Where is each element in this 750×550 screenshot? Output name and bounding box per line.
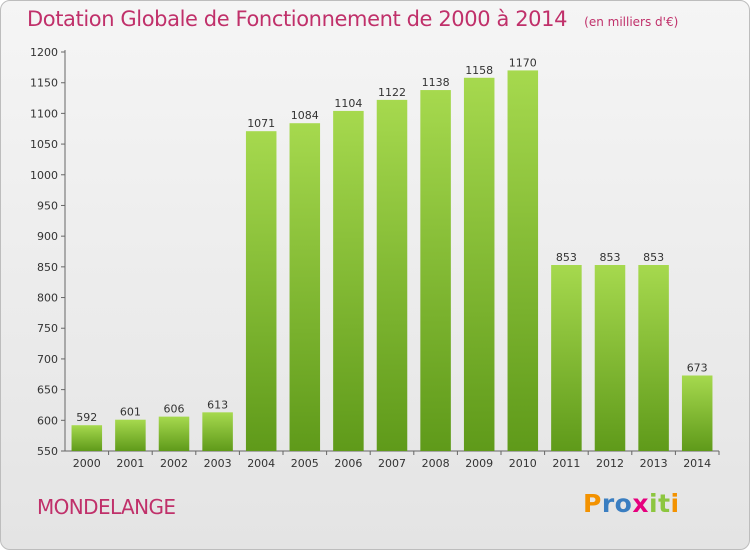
x-tick-label: 2014 (683, 457, 711, 470)
x-tick-label: 2005 (291, 457, 319, 470)
bar-value-label: 1071 (247, 117, 275, 130)
x-tick-label: 2004 (247, 457, 275, 470)
x-tick-label: 2013 (640, 457, 668, 470)
bar (115, 419, 146, 451)
y-tick-label: 1150 (30, 77, 58, 90)
bar-value-label: 1138 (422, 76, 450, 89)
x-tick-label: 2009 (465, 457, 493, 470)
x-tick-label: 2007 (378, 457, 406, 470)
bar-value-label: 673 (687, 361, 708, 374)
bar-value-label: 592 (76, 411, 97, 424)
bar (594, 265, 626, 451)
bar (289, 123, 321, 452)
bar-value-label: 1104 (334, 97, 362, 110)
y-tick-label: 800 (37, 292, 58, 305)
x-tick-label: 2011 (552, 457, 580, 470)
bar (638, 265, 669, 451)
bar-value-label: 601 (120, 406, 141, 419)
bar (420, 90, 451, 451)
logo-letter: x (632, 489, 649, 518)
bar-value-label: 606 (164, 403, 185, 416)
y-tick-label: 1200 (30, 46, 58, 59)
x-tick-label: 2002 (160, 457, 188, 470)
bar-value-label: 853 (643, 251, 664, 264)
chart-title: Dotation Globale de Fonctionnement de 20… (27, 7, 568, 31)
logo-letter: t (658, 489, 671, 518)
logo-letter: P (583, 489, 602, 518)
bar (158, 416, 190, 451)
bar (376, 99, 408, 451)
x-tick-label: 2012 (596, 457, 624, 470)
y-tick-label: 750 (37, 322, 58, 335)
bar-value-label: 1122 (378, 86, 406, 99)
bar (71, 425, 103, 451)
bar-value-label: 1170 (509, 56, 537, 69)
logo-letter: i (670, 489, 680, 518)
bar-value-label: 1084 (291, 109, 319, 122)
y-tick-label: 1100 (30, 107, 58, 120)
y-tick-label: 900 (37, 230, 58, 243)
y-tick-label: 1050 (30, 138, 58, 151)
bar (202, 412, 233, 451)
bar-value-label: 1158 (465, 64, 493, 77)
x-tick-label: 2008 (422, 457, 450, 470)
logo-letter: i (649, 489, 659, 518)
commune-name: MONDELANGE (37, 495, 176, 519)
bar (245, 131, 277, 451)
chart-subtitle: (en milliers d'€) (584, 15, 679, 29)
bar (463, 77, 495, 451)
x-tick-label: 2001 (116, 457, 144, 470)
bar-value-label: 853 (556, 251, 577, 264)
y-tick-label: 1000 (30, 169, 58, 182)
bar (551, 265, 582, 451)
logo-letter: o (614, 489, 633, 518)
bar (507, 70, 539, 452)
x-tick-label: 2006 (334, 457, 362, 470)
logo-letter: r (601, 489, 615, 518)
bar (681, 375, 713, 451)
bar-value-label: 853 (600, 251, 621, 264)
y-tick-label: 550 (37, 445, 58, 458)
x-tick-label: 2010 (509, 457, 537, 470)
y-tick-label: 600 (37, 414, 58, 427)
y-tick-label: 950 (37, 199, 58, 212)
x-tick-label: 2003 (204, 457, 232, 470)
bar-value-label: 613 (207, 398, 228, 411)
y-tick-label: 700 (37, 353, 58, 366)
y-tick-label: 850 (37, 261, 58, 274)
chart-title-row: Dotation Globale de Fonctionnement de 20… (27, 7, 678, 31)
y-tick-label: 650 (37, 384, 58, 397)
bar (333, 110, 364, 451)
x-tick-label: 2000 (73, 457, 101, 470)
proxiti-logo: Proxiti (583, 489, 680, 518)
